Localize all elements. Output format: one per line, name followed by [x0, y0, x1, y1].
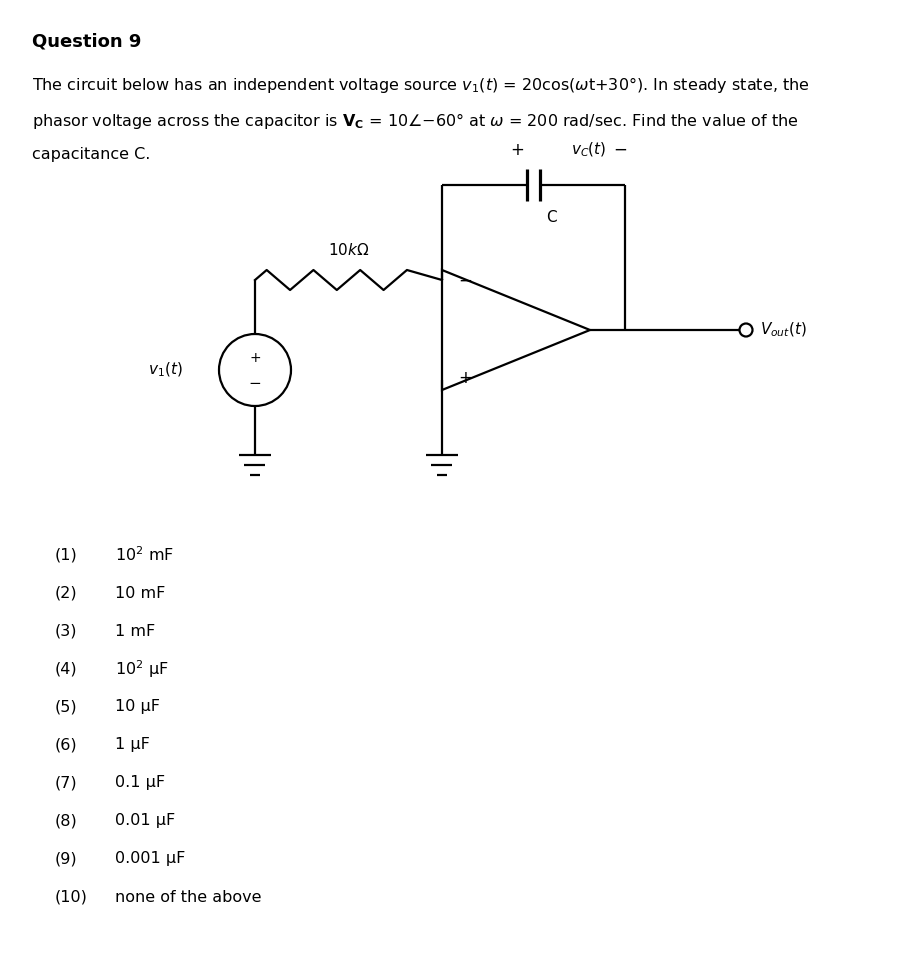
Text: C: C [545, 210, 556, 225]
Text: +: + [509, 141, 524, 159]
Text: 10 mF: 10 mF [115, 586, 165, 601]
Text: −: − [248, 375, 261, 391]
Text: +: + [249, 351, 261, 365]
Text: (3): (3) [55, 623, 78, 638]
Text: 10$^2$ mF: 10$^2$ mF [115, 545, 174, 564]
Text: 0.1 μF: 0.1 μF [115, 776, 165, 790]
Text: 10$^2$ μF: 10$^2$ μF [115, 659, 169, 680]
Text: Question 9: Question 9 [32, 32, 141, 50]
Text: $10k\Omega$: $10k\Omega$ [328, 242, 368, 258]
Text: $V_{out}(t)$: $V_{out}(t)$ [759, 321, 806, 339]
Text: $v_C(t)$: $v_C(t)$ [570, 140, 606, 159]
Text: none of the above: none of the above [115, 890, 261, 904]
Text: (4): (4) [55, 661, 78, 677]
Text: (1): (1) [55, 547, 78, 563]
Text: $v_1(t)$: $v_1(t)$ [148, 361, 182, 379]
Text: −: − [612, 141, 627, 159]
Text: $-$: $-$ [458, 271, 471, 289]
Text: The circuit below has an independent voltage source $v_1(t)$ = 20cos($\omega$t+3: The circuit below has an independent vol… [32, 75, 809, 95]
Text: (8): (8) [55, 813, 78, 828]
Text: capacitance C.: capacitance C. [32, 147, 150, 162]
Text: 1 mF: 1 mF [115, 623, 155, 638]
Text: $+$: $+$ [458, 369, 471, 387]
Text: (7): (7) [55, 776, 78, 790]
Text: (6): (6) [55, 737, 78, 753]
Text: 0.01 μF: 0.01 μF [115, 813, 175, 828]
Text: (9): (9) [55, 852, 78, 867]
Text: (10): (10) [55, 890, 88, 904]
Text: (5): (5) [55, 700, 78, 714]
Text: (2): (2) [55, 586, 78, 601]
Text: 1 μF: 1 μF [115, 737, 150, 753]
Text: 10 μF: 10 μF [115, 700, 160, 714]
Text: phasor voltage across the capacitor is $\mathbf{V_C}$ = 10$\angle$$-$60° at $\om: phasor voltage across the capacitor is $… [32, 111, 797, 131]
Text: 0.001 μF: 0.001 μF [115, 852, 185, 867]
